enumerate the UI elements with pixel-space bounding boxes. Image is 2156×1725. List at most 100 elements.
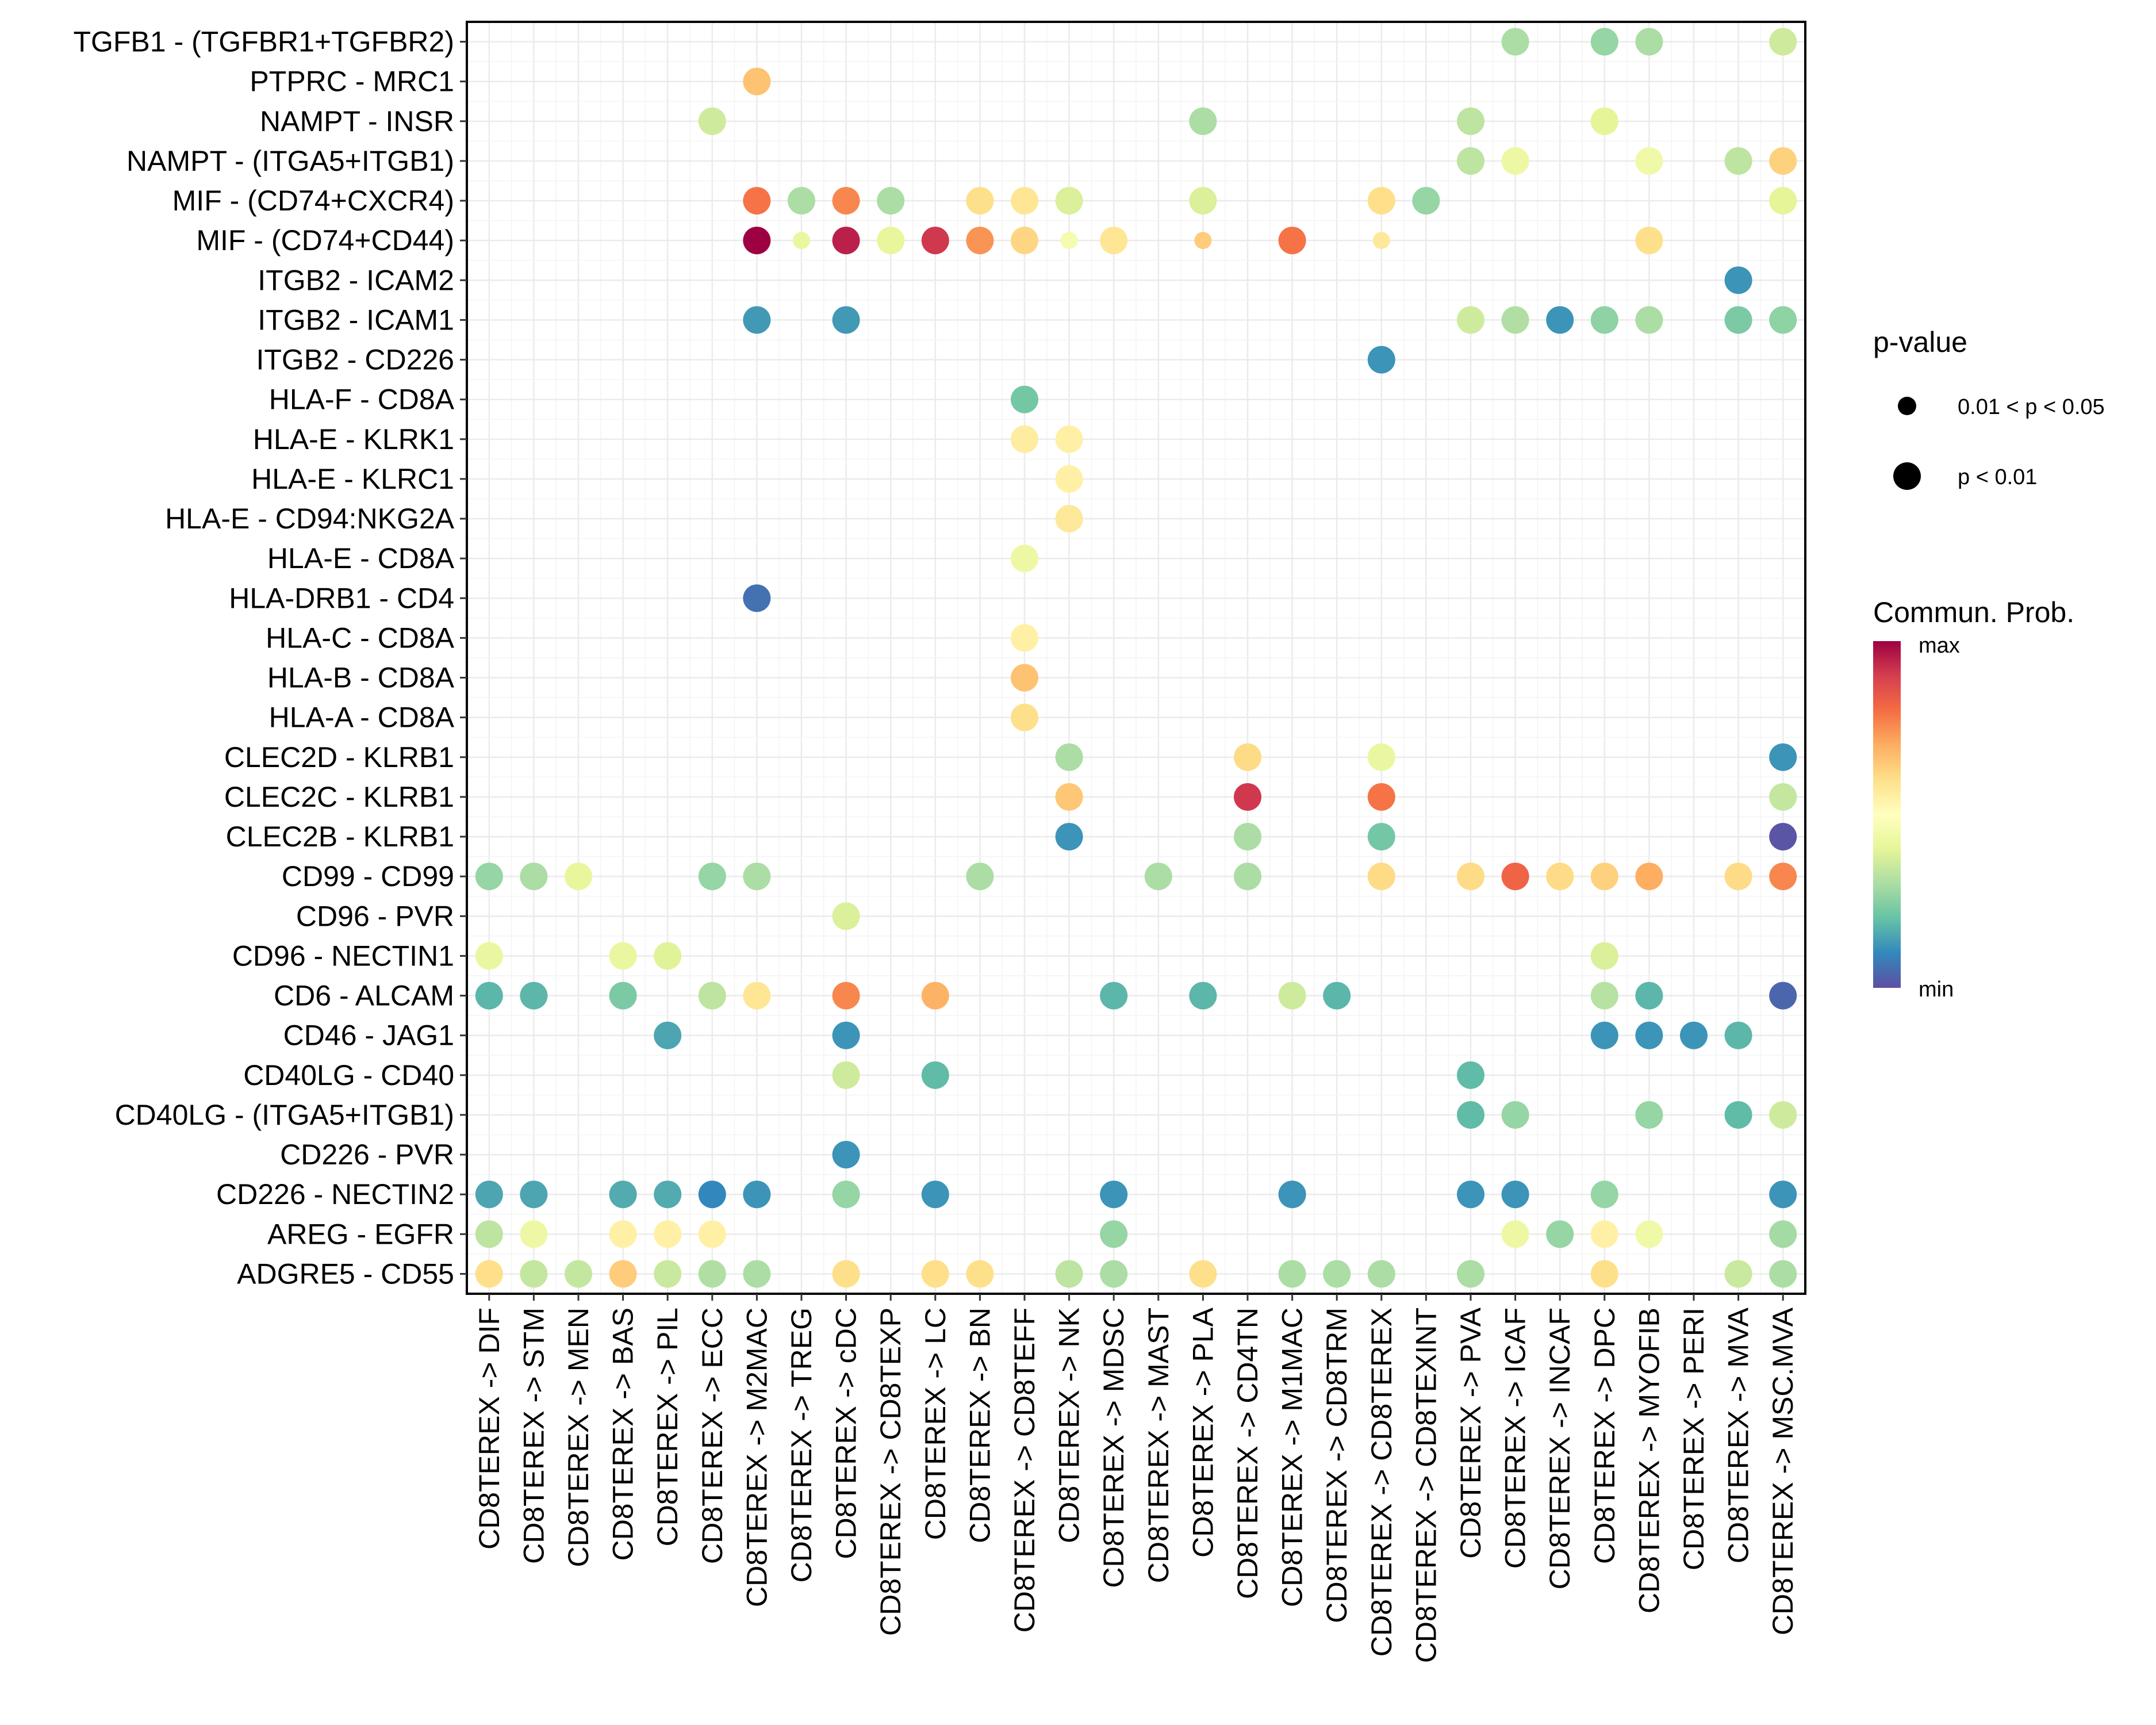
data-point [1724,147,1752,175]
data-point [1367,187,1395,215]
data-points [475,28,1797,1288]
data-point [832,1260,860,1288]
data-point [654,942,682,970]
data-point [1372,232,1390,250]
data-point [475,862,503,891]
x-tick-label: CD8TEREX -> DIF [473,1308,505,1550]
data-point [475,1220,503,1248]
data-point [1769,862,1797,891]
x-tick-label: CD8TEREX -> STM [517,1308,550,1564]
data-point [1769,783,1797,811]
data-point [1635,1101,1663,1129]
data-point [565,862,592,891]
y-axis: TGFB1 - (TGFBR1+TGFBR2) PTPRC - MRC1 NAMPT… [73,26,467,1290]
data-point [921,1061,949,1089]
x-tick-label: CD8TEREX -> M2MAC [741,1308,773,1607]
y-tick-label: HLA-E - CD8A [267,542,455,574]
y-tick-label: HLA-B - CD8A [267,662,455,694]
data-point [1769,1101,1797,1129]
x-tick-label: CD8TEREX -> MAST [1142,1308,1175,1583]
data-point [609,982,637,1010]
data-point [1590,28,1618,56]
y-tick-label: CD6 - ALCAM [274,980,454,1012]
data-point [1457,1180,1484,1209]
data-point [1011,664,1038,692]
x-tick-label: CD8TEREX -> BAS [607,1308,639,1561]
data-point [1769,28,1797,56]
y-tick-label: ITGB2 - ICAM2 [258,264,454,296]
data-point [921,982,949,1010]
data-point [520,1220,548,1248]
y-tick-label: HLA-E - CD94:NKG2A [165,503,455,535]
y-tick-label: CD226 - PVR [280,1138,454,1171]
data-point [1590,107,1618,135]
data-point [1635,982,1663,1010]
data-point [1457,147,1484,175]
data-point [565,1260,592,1288]
data-point [1060,232,1078,250]
data-point [1769,743,1797,771]
data-point [1367,743,1395,771]
data-point [1055,465,1083,493]
y-tick-label: HLA-DRB1 - CD4 [229,582,454,614]
grid-lines [467,22,1805,1294]
data-point [1457,862,1484,891]
y-tick-label: CLEC2C - KLRB1 [224,781,454,813]
data-point [1055,743,1083,771]
data-point [743,1260,771,1288]
data-point [520,1260,548,1288]
data-point [609,1260,637,1288]
data-point [1011,425,1038,453]
data-point [743,584,771,612]
data-point [1590,862,1618,891]
data-point [654,1021,682,1049]
data-point [1367,346,1395,374]
data-point [1769,823,1797,851]
colorbar-max-label: max [1919,634,1960,658]
data-point [921,227,949,255]
data-point [966,187,994,215]
data-point [1055,783,1083,811]
data-point [1590,1220,1618,1248]
data-point [832,1180,860,1209]
y-tick-label: CD99 - CD99 [282,860,454,892]
x-tick-label: CD8TEREX -> ICAF [1499,1308,1532,1569]
p-value-legend-title: p-value [1873,326,1967,358]
data-point [788,187,815,215]
x-axis: CD8TEREX -> DIF CD8TEREX -> STM CD8TEREX -… [473,1294,1799,1663]
data-point [1367,823,1395,851]
y-tick-label: CD40LG - CD40 [243,1059,454,1091]
data-point [654,1260,682,1288]
data-point [1100,1260,1128,1288]
data-point [609,1220,637,1248]
x-tick-label: CD8TEREX -> PLA [1187,1307,1219,1558]
y-tick-label: CLEC2D - KLRB1 [224,741,454,773]
data-point [1724,306,1752,334]
data-point [609,942,637,970]
data-point [1635,306,1663,334]
y-tick-label: CD46 - JAG1 [283,1019,454,1052]
data-point [1278,982,1306,1010]
data-point [832,306,860,334]
data-point [793,232,810,250]
data-point [1546,1220,1574,1248]
data-point [1100,227,1128,255]
y-tick-label: NAMPT - (ITGA5+ITGB1) [126,145,454,177]
data-point [1724,1021,1752,1049]
y-tick-label: NAMPT - INSR [260,105,454,137]
data-point [743,227,771,255]
data-point [1055,1260,1083,1288]
data-point [1011,227,1038,255]
data-point [1234,743,1261,771]
data-point [1635,28,1663,56]
y-tick-label: TGFB1 - (TGFBR1+TGFBR2) [73,26,454,58]
data-point [654,1220,682,1248]
data-point [966,1260,994,1288]
data-point [1724,862,1752,891]
data-point [1635,1220,1663,1248]
data-point [832,187,860,215]
x-tick-label: CD8TEREX -> CD8TEFF [1008,1308,1041,1632]
data-point [1055,187,1083,215]
x-tick-label: CD8TEREX -> BN [964,1308,996,1543]
